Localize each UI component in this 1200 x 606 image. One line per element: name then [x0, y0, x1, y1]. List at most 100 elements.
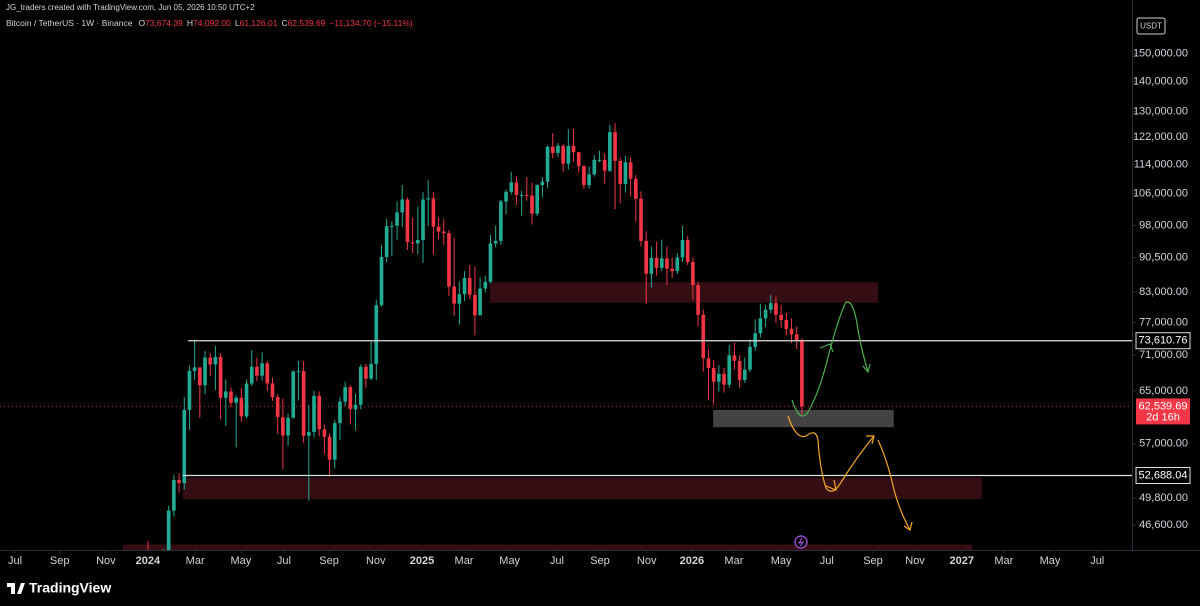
candle-body	[291, 371, 296, 418]
x-tick-label: Sep	[863, 555, 883, 567]
candle-body	[602, 159, 607, 171]
candle-body	[223, 391, 228, 398]
candle-body	[623, 162, 628, 184]
candle-body	[779, 314, 783, 320]
candle-body	[332, 423, 337, 460]
candle-body	[691, 261, 695, 286]
candle-body	[192, 367, 197, 371]
logo-mark[interactable]	[7, 583, 25, 594]
candle-body	[312, 395, 316, 432]
candle-body	[608, 132, 612, 171]
candle-body	[732, 355, 737, 361]
candle-body	[218, 356, 223, 398]
candle-body	[524, 194, 529, 196]
candle-body	[758, 318, 763, 334]
green-path	[791, 301, 869, 417]
ohlc-key: L	[235, 18, 240, 28]
x-tick-label: Mar	[994, 555, 1013, 567]
y-tick-label: 90,500.00	[1139, 251, 1188, 263]
candle-body	[696, 285, 700, 315]
event-bolt[interactable]	[797, 537, 805, 547]
candle-body	[395, 212, 399, 226]
candle-body	[374, 305, 379, 364]
x-tick-label: 2024	[136, 555, 161, 567]
candle-body	[390, 225, 394, 227]
candle-body	[447, 233, 451, 287]
candle-body	[187, 370, 192, 410]
candle-body	[364, 366, 368, 379]
x-tick-label: Sep	[319, 555, 339, 567]
candle-body	[545, 146, 550, 182]
x-tick-label: 2027	[950, 555, 974, 567]
candle-body	[774, 303, 778, 315]
level-tag	[1135, 467, 1191, 485]
candle-body	[794, 334, 799, 341]
candle-body	[654, 257, 659, 268]
candle-body	[436, 226, 441, 232]
candle-body	[717, 373, 721, 382]
candle-body	[675, 257, 680, 272]
candle-body	[452, 286, 456, 304]
currency[interactable]: USDT	[1140, 22, 1162, 31]
level-label: 52,688.04	[1139, 469, 1188, 481]
y-tick-label: 71,000.00	[1139, 349, 1188, 361]
x-tick-label: Jul	[1090, 555, 1104, 567]
x-tick-label: Jul	[8, 555, 22, 567]
y-tick-label: 46,600.00	[1139, 519, 1188, 531]
x-tick-label: Mar	[186, 555, 205, 567]
candle-body	[478, 288, 482, 316]
event-icon[interactable]	[794, 535, 808, 549]
y-tick-label: 150,000.00	[1133, 48, 1188, 60]
symbol-line: Bitcoin / TetherUS · 1W · Binance O73,674…	[6, 18, 413, 28]
candle-body	[286, 417, 290, 436]
y-tick-label: 57,000.00	[1139, 438, 1188, 450]
last-price-label: 62,539.69	[1139, 400, 1188, 412]
y-tick-label: 65,000.00	[1139, 385, 1188, 397]
candle-body	[166, 510, 171, 550]
change: −11,134.70 (−15.11%)	[329, 18, 413, 28]
candle-body	[592, 159, 597, 175]
candle-body	[649, 257, 654, 274]
candle-body	[488, 243, 493, 282]
candle-body	[659, 258, 664, 268]
candle-body	[633, 178, 638, 199]
x-tick-label: May	[499, 555, 520, 567]
currency-box[interactable]	[1136, 17, 1166, 35]
x-tick-label: May	[1040, 555, 1061, 567]
x-tick-label: Nov	[905, 555, 925, 567]
x-tick-label: Sep	[50, 555, 70, 567]
candle-body	[582, 166, 586, 186]
candle-body	[748, 346, 752, 370]
candle-body	[410, 242, 415, 244]
y-tick-label: 122,000.00	[1133, 131, 1188, 143]
candle-body	[338, 401, 342, 424]
candle-body	[644, 240, 649, 274]
candle-body	[198, 367, 202, 386]
brand[interactable]: TradingView	[29, 580, 111, 596]
candle-body	[768, 303, 773, 310]
y-tick-label: 83,000.00	[1139, 286, 1188, 298]
ohlc-key: O	[138, 18, 145, 28]
x-tick-label: Jul	[277, 555, 291, 567]
candle-body	[239, 397, 244, 417]
countdown: 2d 16h	[1146, 411, 1180, 423]
candle-body	[561, 145, 565, 164]
x-tick-label: Sep	[590, 555, 610, 567]
candle-body	[421, 199, 425, 241]
x-tick-label: Nov	[637, 555, 657, 567]
candle-body	[457, 294, 462, 304]
candle-body	[587, 174, 591, 186]
candle-body	[203, 357, 207, 386]
zone	[489, 282, 879, 303]
logo[interactable]: TradingView	[7, 580, 111, 596]
level-label: 73,610.76	[1139, 335, 1188, 347]
candle-body	[260, 363, 264, 376]
credit: JG_traders created with TradingView.com,…	[6, 3, 255, 12]
arrowhead	[825, 479, 837, 491]
arrowhead	[866, 435, 875, 445]
candle-body	[800, 340, 804, 407]
candle-body	[566, 146, 571, 164]
candle-body	[685, 240, 690, 262]
